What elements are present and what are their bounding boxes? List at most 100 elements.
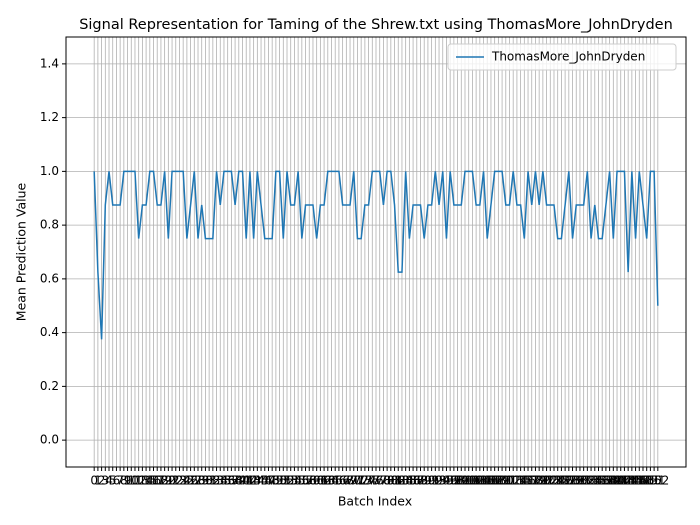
- x-tick-label: 60: [309, 474, 324, 488]
- x-tick-label: 24: [176, 474, 191, 488]
- y-tick-label: 0.2: [40, 379, 59, 393]
- x-tick-label: 81: [387, 474, 402, 488]
- x-tick-label: 11: [127, 474, 142, 488]
- x-tick-label: 64: [324, 474, 339, 488]
- x-tick-label: 48: [265, 474, 280, 488]
- x-tick-label: 128: [557, 474, 580, 488]
- x-tick-label: 20: [161, 474, 176, 488]
- x-tick-label: 146: [624, 474, 647, 488]
- x-tick-label: 2: [98, 474, 106, 488]
- x-tick-label: 38: [227, 474, 242, 488]
- x-tick-label: 137: [591, 474, 614, 488]
- x-tick-label: 108: [483, 474, 506, 488]
- x-tick-label: 56: [294, 474, 309, 488]
- x-tick-label: 133: [576, 474, 599, 488]
- x-tick-label: 149: [635, 474, 658, 488]
- x-tick-label: 58: [302, 474, 317, 488]
- x-tick-label: 144: [617, 474, 640, 488]
- x-tick-label: 72: [354, 474, 369, 488]
- x-tick-label: 52: [279, 474, 294, 488]
- x-tick-label: 122: [535, 474, 558, 488]
- x-tick-label: 27: [187, 474, 202, 488]
- x-tick-label: 10: [124, 474, 139, 488]
- x-tick-label: 62: [316, 474, 331, 488]
- x-tick-label: 39: [231, 474, 246, 488]
- x-tick-label: 110: [491, 474, 514, 488]
- x-tick-label: 84: [398, 474, 413, 488]
- y-tick-label: 0.0: [40, 433, 59, 447]
- x-tick-label: 28: [190, 474, 205, 488]
- x-tick-label: 121: [531, 474, 554, 488]
- x-tick-label: 147: [628, 474, 651, 488]
- x-tick-label: 77: [372, 474, 387, 488]
- x-tick-label: 119: [524, 474, 547, 488]
- x-tick-label: 0: [90, 474, 98, 488]
- x-tick-label: 71: [350, 474, 365, 488]
- x-tick-label: 85: [402, 474, 417, 488]
- x-tick-label: 44: [250, 474, 265, 488]
- x-tick-label: 120: [528, 474, 551, 488]
- x-tick-label: 123: [539, 474, 562, 488]
- x-tick-label: 115: [509, 474, 532, 488]
- x-tick-label: 57: [298, 474, 313, 488]
- x-tick-label: 109: [487, 474, 510, 488]
- x-tick-label: 91: [424, 474, 439, 488]
- x-axis-label: Batch Index: [338, 494, 412, 509]
- x-tick-label: 151: [643, 474, 666, 488]
- x-tick-label: 103: [465, 474, 488, 488]
- x-tick-label: 145: [620, 474, 643, 488]
- x-tick-label: 139: [598, 474, 621, 488]
- x-tick-label: 35: [216, 474, 231, 488]
- x-tick-label: 114: [505, 474, 528, 488]
- x-tick-label: 19: [157, 474, 172, 488]
- x-tick-label: 25: [179, 474, 194, 488]
- x-tick-label: 127: [554, 474, 577, 488]
- x-tick-label: 1: [94, 474, 102, 488]
- x-tick-label: 5: [109, 474, 117, 488]
- x-tick-label: 69: [342, 474, 357, 488]
- x-tick-label: 73: [357, 474, 372, 488]
- x-tick-label: 136: [587, 474, 610, 488]
- x-tick-label: 33: [209, 474, 224, 488]
- x-tick-label: 107: [479, 474, 502, 488]
- x-tick-label: 80: [383, 474, 398, 488]
- x-tick-label: 50: [272, 474, 287, 488]
- x-tick-label: 22: [168, 474, 183, 488]
- x-tick-label: 129: [561, 474, 584, 488]
- x-tick-label: 53: [283, 474, 298, 488]
- x-tick-label: 96: [443, 474, 458, 488]
- x-tick-label: 140: [602, 474, 625, 488]
- y-tick-label: 0.4: [40, 325, 59, 339]
- chart-title: Signal Representation for Taming of the …: [79, 17, 673, 33]
- x-tick-label: 131: [568, 474, 591, 488]
- x-tick-label: 98: [450, 474, 465, 488]
- x-tick-label: 47: [261, 474, 276, 488]
- x-tick-label: 49: [268, 474, 283, 488]
- x-tick-label: 16: [146, 474, 161, 488]
- x-tick-label: 100: [454, 474, 477, 488]
- x-tick-label: 9: [124, 474, 132, 488]
- x-tick-label: 34: [213, 474, 228, 488]
- x-tick-label: 106: [476, 474, 499, 488]
- x-tick-label: 134: [580, 474, 603, 488]
- x-tick-label: 37: [224, 474, 239, 488]
- x-tick-label: 102: [461, 474, 484, 488]
- x-tick-label: 95: [439, 474, 454, 488]
- x-tick-label: 126: [550, 474, 573, 488]
- x-tick-label: 89: [417, 474, 432, 488]
- x-tick-label: 59: [305, 474, 320, 488]
- x-tick-label: 117: [517, 474, 540, 488]
- x-tick-label: 61: [313, 474, 328, 488]
- x-tick-label: 87: [409, 474, 424, 488]
- x-tick-label: 41: [239, 474, 254, 488]
- x-tick-label: 150: [639, 474, 662, 488]
- x-tick-label: 40: [235, 474, 250, 488]
- x-tick-label: 70: [346, 474, 361, 488]
- y-axis-label: Mean Prediction Value: [14, 182, 29, 321]
- x-tick-label: 13: [135, 474, 150, 488]
- x-tick-label: 68: [339, 474, 354, 488]
- x-tick-label: 26: [183, 474, 198, 488]
- x-tick-label: 29: [194, 474, 209, 488]
- x-tick-label: 43: [246, 474, 261, 488]
- x-tick-label: 8: [120, 474, 128, 488]
